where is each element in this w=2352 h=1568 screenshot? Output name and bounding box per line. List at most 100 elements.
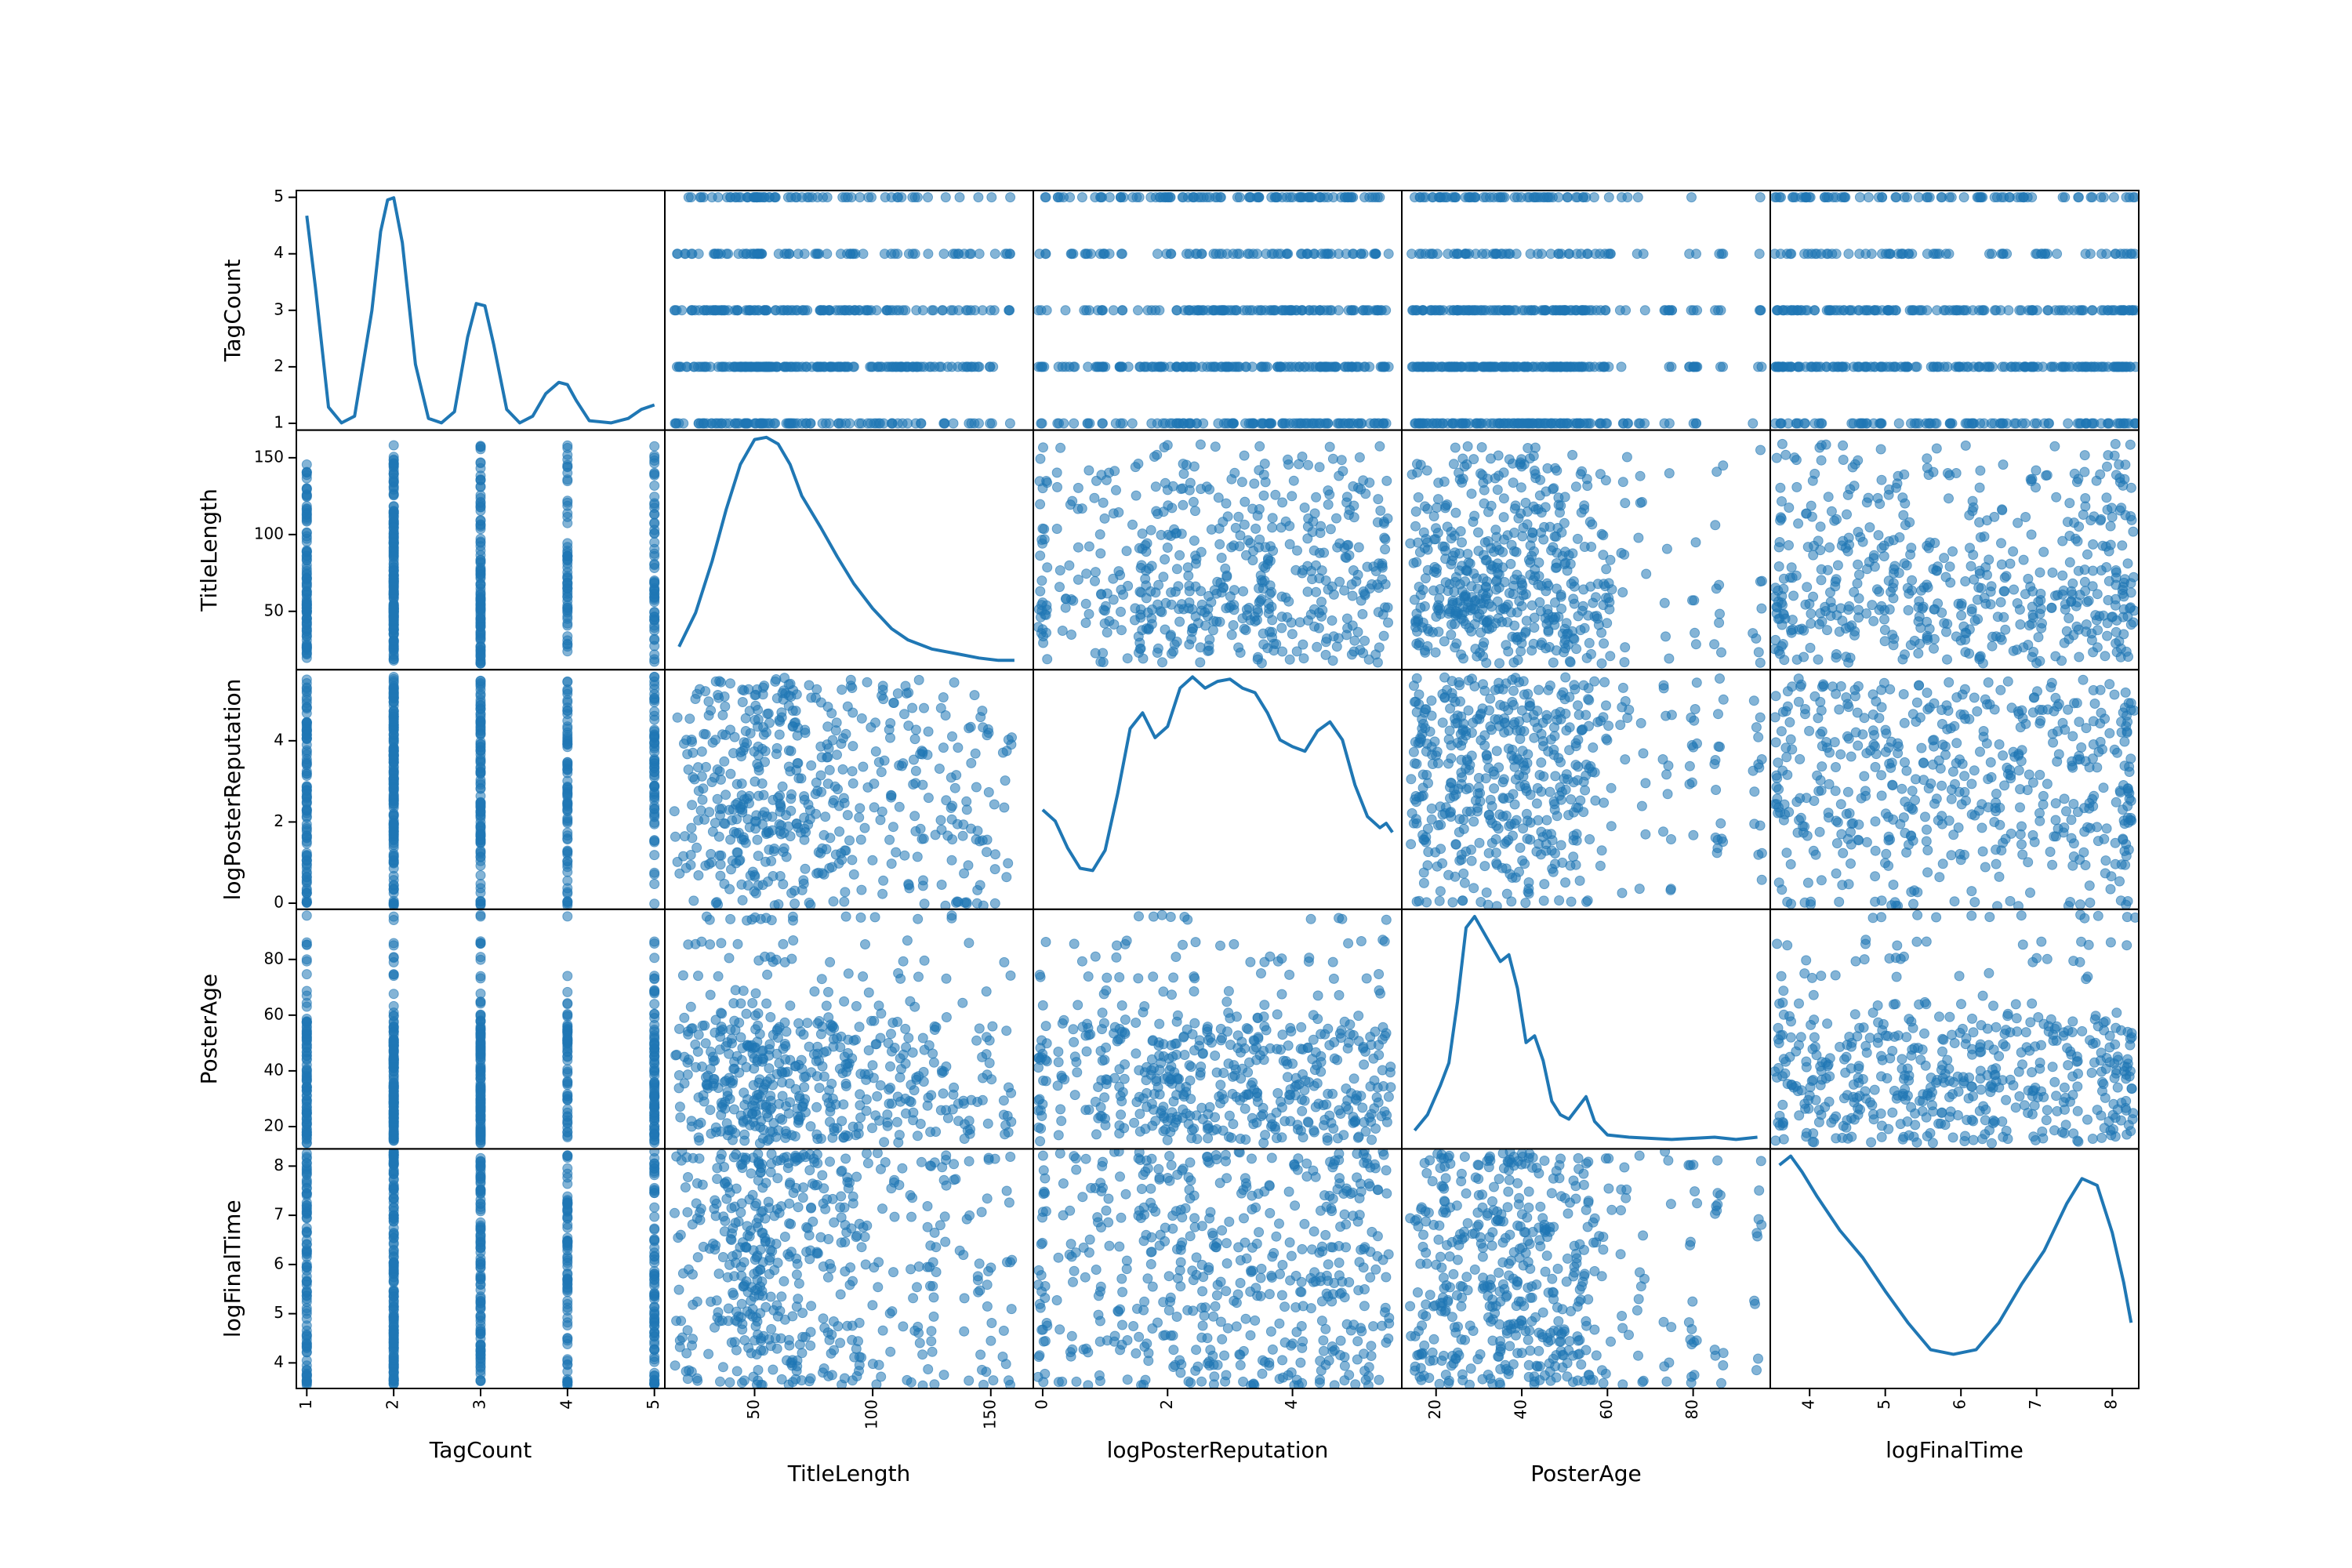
scatter-point [1200,620,1210,631]
scatter-point [562,508,573,519]
scatter-point [562,583,573,593]
scatter-point [1553,192,1564,203]
scatter-point [1838,440,1849,451]
scatter-point [475,768,486,779]
scatter-point [1478,550,1489,561]
scatter-point [844,835,855,846]
scatter-point [2033,632,2044,643]
scatter-point [1753,361,1764,372]
scatter-point [685,850,696,860]
scatter-point [1545,249,1556,260]
scatter-panel-logPosterReputation-vs-TagCount [301,671,660,909]
scatter-point [1041,476,1052,486]
scatter-point [2062,517,2073,528]
scatter-point [562,607,573,618]
scatter-point [2079,450,2090,461]
scatter-point [1117,418,1128,429]
scatter-point [711,418,722,429]
scatter-point [1209,585,1220,596]
scatter-point [562,646,573,657]
scatter-point [907,249,918,260]
scatter-point [713,192,724,203]
scatter-point [1229,540,1240,551]
scatter-point [301,703,312,714]
scatter-point [1197,361,1207,372]
scatter-point [2031,658,2042,669]
scatter-point [1419,601,1430,612]
scatter-point [1659,597,1670,608]
scatter-point [2057,535,2068,546]
scatter-point [1899,558,1910,569]
scatter-point [1225,601,1236,612]
scatter-point [1035,499,1046,510]
scatter-point [935,815,946,826]
scatter-point [1274,361,1285,372]
scatter-point [1480,361,1491,372]
scatter-point [1575,625,1586,636]
scatter-point [940,192,951,203]
scatter-point [1480,593,1491,604]
scatter-point [1277,497,1288,508]
scatter-point [764,361,774,372]
scatter-point [1829,515,1840,526]
scatter-point [1308,545,1319,556]
scatter-point [1845,484,1856,495]
scatter-point [2063,613,2074,623]
scatter-point [1166,531,1177,541]
scatter-point [1537,637,1548,648]
scatter-point [1215,305,1226,316]
scatter-point [1497,546,1508,557]
scatter-point [1099,513,1110,524]
scatter-point [1619,657,1630,668]
scatter-point [1215,192,1226,203]
scatter-point [729,731,740,742]
scatter-point [770,418,781,429]
scatter-point [923,192,933,203]
scatter-point [1482,474,1493,485]
scatter-point [1320,575,1331,586]
scatter-panel-TitleLength-vs-TagCount [301,440,660,669]
scatter-point [1596,658,1607,669]
scatter-panel-logPosterReputation-vs-TitleLength [669,673,1017,909]
scatter-point [1964,648,1975,659]
scatter-point [716,774,726,785]
scatter-point [1333,305,1344,316]
scatter-point [1239,623,1250,634]
scatter-point [959,868,970,879]
scatter-point [1051,467,1062,478]
scatter-point [1534,192,1545,203]
scatter-point [824,764,835,775]
scatter-point [742,305,753,316]
scatter-point [388,440,399,451]
scatter-point [1809,418,1820,429]
scatter-point [1476,442,1487,452]
scatter-point [1470,249,1481,260]
scatter-point [301,746,312,757]
scatter-point [388,587,399,598]
scatter-point [1878,361,1888,372]
scatter-point [686,305,697,316]
scatter-point [1834,626,1845,637]
scatter-point [1755,576,1766,587]
scatter-point [670,831,681,842]
scatter-point [1000,249,1011,260]
scatter-point [1494,418,1505,429]
scatter-point [1343,305,1354,316]
scatter-point [1604,597,1615,608]
scatter-point [649,509,660,520]
scatter-point [1083,305,1094,316]
scatter-point [1716,647,1726,658]
scatter-point [2102,630,2113,641]
scatter-point [1691,418,1702,429]
scatter-point [1550,361,1561,372]
scatter-point [1492,485,1503,495]
scatter-point [1158,572,1169,583]
scatter-point [830,305,841,316]
scatter-point [1178,499,1189,510]
scatter-point [1004,418,1015,429]
scatter-point [973,192,984,203]
scatter-point [1440,545,1451,556]
scatter-point [475,604,486,615]
scatter-point [562,697,573,708]
scatter-point [751,361,762,372]
